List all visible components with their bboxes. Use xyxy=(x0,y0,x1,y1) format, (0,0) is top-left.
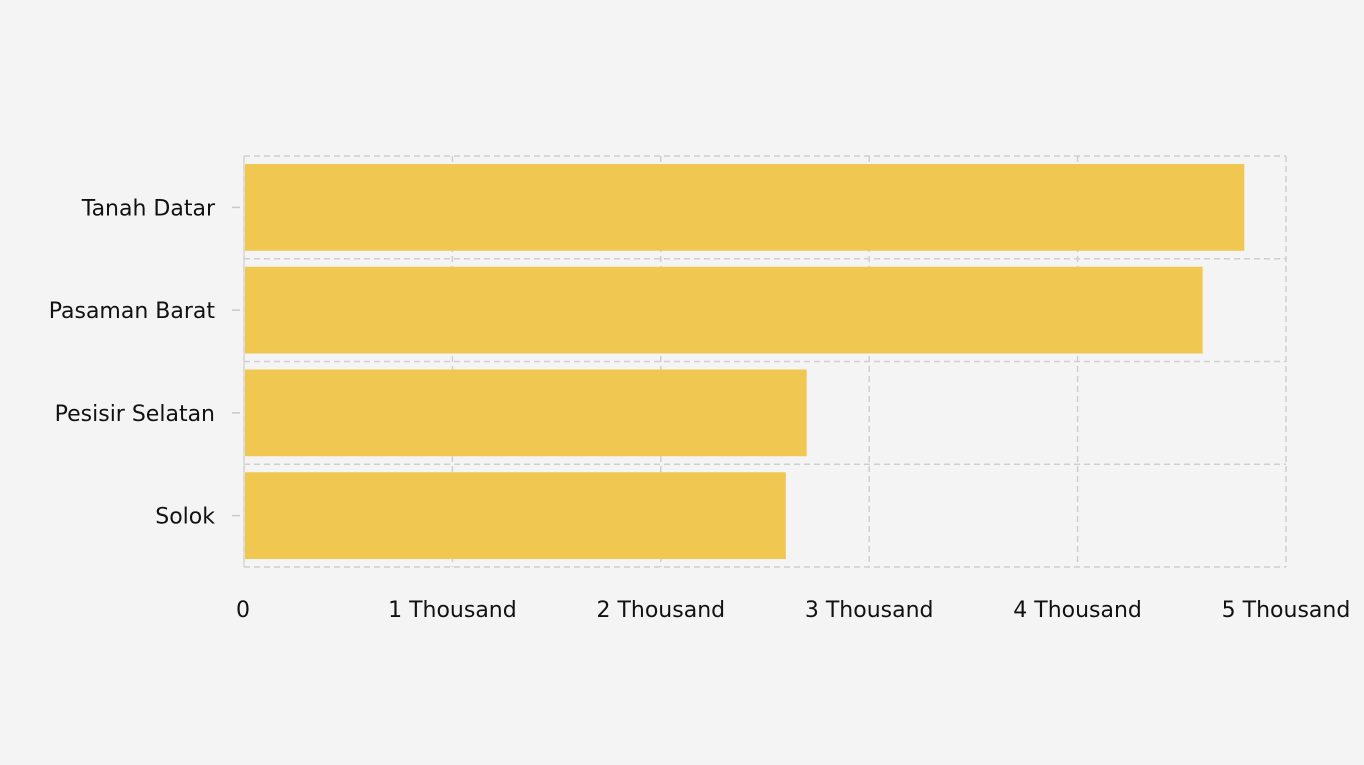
bar xyxy=(245,472,786,559)
y-tick-label: Pasaman Barat xyxy=(49,299,216,324)
x-tick-label: 1 Thousand xyxy=(388,598,517,623)
x-tick-label: 5 Thousand xyxy=(1222,598,1351,623)
y-tick-label: Tanah Datar xyxy=(81,196,216,221)
y-axis-labels: Tanah Datar Pasaman Barat Pesisir Selatan S… xyxy=(49,196,240,530)
bar xyxy=(245,369,807,457)
y-tick-label: Solok xyxy=(155,505,215,530)
x-tick-label: 0 xyxy=(236,598,250,623)
x-tick-label: 2 Thousand xyxy=(596,598,725,623)
y-tick-label: Pesisir Selatan xyxy=(55,402,215,427)
x-tick-label: 4 Thousand xyxy=(1013,598,1142,623)
bars xyxy=(245,164,1245,559)
bar xyxy=(245,266,1203,354)
x-tick-label: 3 Thousand xyxy=(805,598,934,623)
x-axis-labels: 0 1 Thousand 2 Thousand 3 Thousand 4 Thousan… xyxy=(236,598,1350,623)
bar xyxy=(245,164,1245,251)
